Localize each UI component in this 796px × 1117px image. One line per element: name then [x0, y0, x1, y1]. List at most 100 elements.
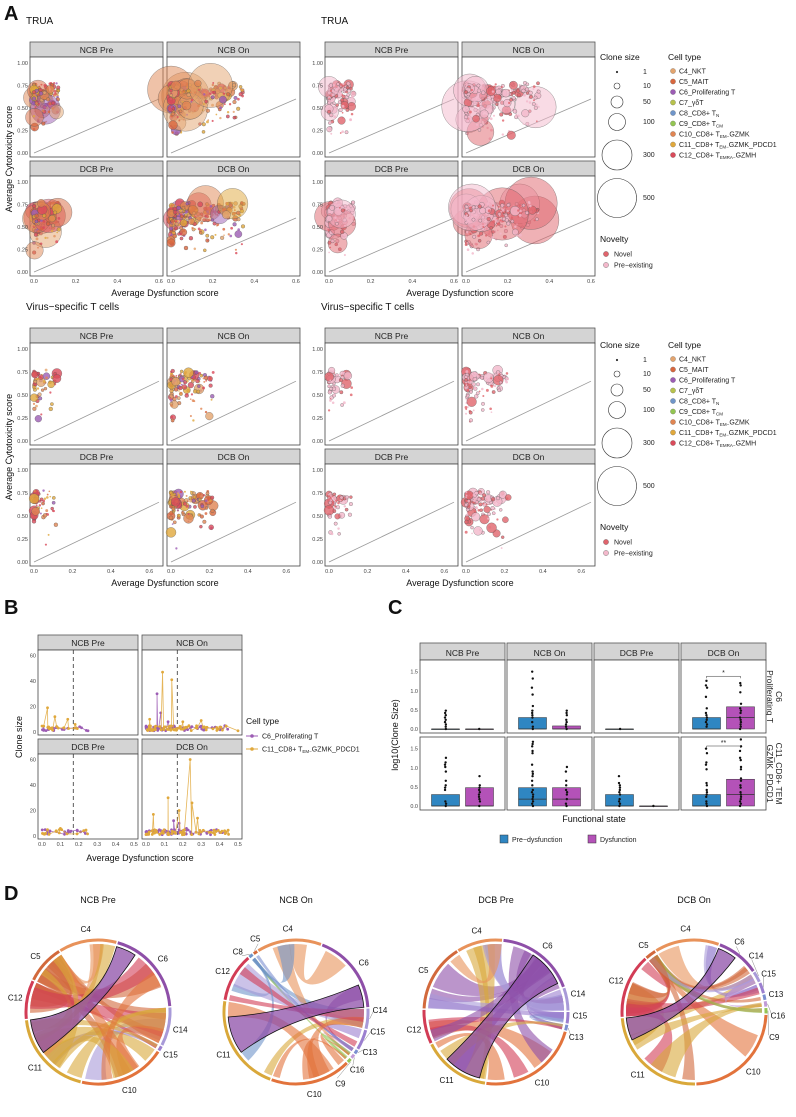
x-axis-label: Average Dysfunction score	[406, 288, 513, 298]
data-point	[565, 720, 568, 724]
x-tick-label: 0.4	[402, 569, 410, 575]
data-point	[43, 83, 47, 87]
data-point	[203, 248, 207, 253]
data-point	[530, 686, 534, 689]
data-point	[176, 116, 179, 119]
data-point	[478, 800, 482, 803]
data-point	[466, 396, 477, 407]
sector-label: C5	[638, 941, 649, 950]
clone-size-label: 50	[643, 99, 651, 106]
data-point	[226, 92, 231, 97]
y-tick-label: 1.0	[410, 689, 418, 695]
x-tick-label: 0.2	[504, 279, 512, 285]
data-point	[481, 90, 486, 95]
data-point	[327, 409, 331, 412]
sector-label: C11	[631, 1070, 646, 1079]
cell-type-label: C4_NKT	[679, 357, 707, 364]
data-point	[532, 85, 536, 88]
data-point	[496, 221, 499, 223]
data-point	[481, 401, 485, 406]
data-point	[508, 101, 511, 105]
data-point	[503, 99, 512, 108]
x-tick-label: 0.6	[292, 279, 300, 285]
data-point	[49, 495, 52, 498]
data-point	[465, 494, 468, 497]
data-point	[518, 213, 522, 217]
data-point	[501, 88, 511, 98]
clone-size-label: 10	[643, 371, 651, 378]
data-point	[147, 830, 151, 834]
data-point	[492, 204, 495, 207]
data-point	[517, 215, 520, 218]
data-point	[212, 81, 215, 84]
data-point	[472, 377, 477, 382]
legend-novelty-title: Novelty	[600, 522, 629, 532]
cell-type-label: C5_MAIT	[679, 79, 709, 86]
data-point	[75, 832, 79, 836]
data-point	[491, 90, 495, 93]
data-point	[29, 393, 39, 402]
chord-title: NCB Pre	[80, 895, 116, 905]
data-point	[465, 83, 468, 86]
data-point	[478, 502, 483, 507]
data-point	[465, 370, 469, 374]
legend-cell-type-title: Cell type	[668, 52, 701, 62]
data-point	[518, 84, 521, 86]
cell-type-label: C9_CD8+ TCM	[679, 409, 723, 417]
legend-cell-type-title: Cell type	[668, 340, 701, 350]
legend-text: C4_NKT	[679, 357, 707, 364]
data-point	[480, 496, 485, 501]
data-point	[234, 248, 237, 251]
y-tick-label: 1.00	[312, 468, 323, 474]
data-point	[704, 711, 708, 715]
cell-type-swatch	[670, 120, 676, 127]
data-point	[444, 804, 447, 808]
y-tick-label: 40	[30, 783, 36, 789]
legend-label: C6_Proliferating T	[262, 734, 319, 741]
data-point	[494, 512, 497, 515]
data-point	[531, 752, 534, 755]
data-point	[41, 121, 46, 126]
data-point	[478, 791, 481, 794]
data-point	[531, 740, 535, 743]
y-tick-label: 0.75	[312, 203, 323, 209]
data-point	[565, 765, 569, 769]
data-point	[194, 228, 197, 231]
data-point	[337, 495, 340, 498]
sector-arc	[758, 982, 765, 994]
data-point	[466, 496, 470, 500]
data-point	[165, 527, 177, 538]
novelty-label: Novel	[614, 252, 632, 259]
data-point	[478, 784, 481, 787]
chord-ribbon	[289, 944, 346, 985]
legend-subscript: EM−	[302, 749, 312, 754]
data-point	[533, 95, 538, 100]
data-point	[189, 207, 192, 210]
legend-text: C7_γδT	[679, 388, 704, 395]
data-point	[489, 226, 493, 230]
data-point	[51, 500, 56, 505]
data-point	[462, 105, 470, 113]
data-point	[349, 495, 353, 499]
data-point	[187, 512, 190, 516]
sector-label: C14	[173, 1025, 188, 1034]
data-point	[48, 406, 53, 412]
data-point	[53, 715, 57, 719]
legend-text: C5_MAIT	[679, 79, 709, 86]
data-point	[204, 512, 208, 515]
data-point	[67, 727, 70, 730]
novelty-label: Pre−existing	[614, 263, 653, 270]
chart-title: Virus−specific T cells	[321, 302, 414, 313]
data-point	[179, 369, 184, 374]
data-point	[169, 510, 173, 514]
clone-size-key	[610, 383, 624, 397]
sector-label: C16	[350, 1066, 365, 1075]
facet-strip-label: DCB Pre	[620, 648, 654, 658]
data-point	[477, 204, 482, 209]
data-point	[739, 720, 743, 724]
data-point	[190, 725, 194, 729]
data-point	[226, 828, 230, 832]
data-point	[476, 88, 481, 93]
data-point	[336, 219, 340, 222]
reference-line	[328, 98, 455, 154]
